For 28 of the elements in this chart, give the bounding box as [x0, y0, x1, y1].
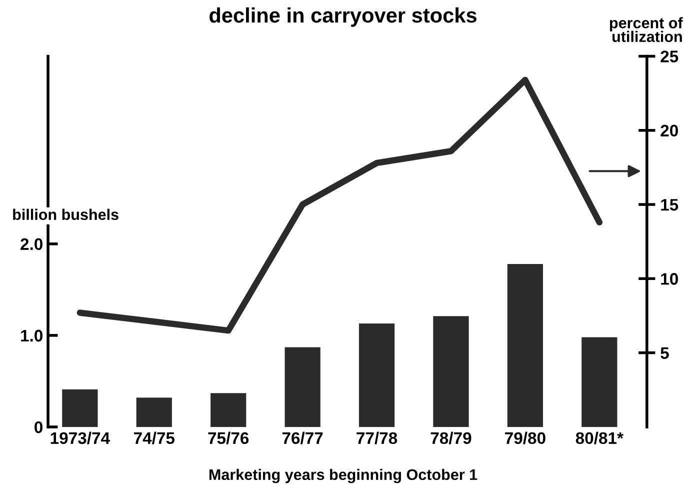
y-axis-title: billion bushels — [13, 208, 118, 220]
bar — [582, 337, 618, 427]
x-tick-label: 80/81* — [576, 432, 624, 444]
y-tick-label: 0 — [34, 421, 42, 434]
y2-tick-label: 25 — [660, 50, 678, 62]
x-tick-label: 79/80 — [505, 432, 546, 444]
bar — [433, 316, 469, 427]
bar — [358, 324, 395, 427]
x-tick-label: 76/77 — [282, 432, 323, 444]
y2-tick-label: 5 — [660, 347, 669, 359]
bar — [507, 264, 544, 427]
x-tick-label: 1973/74 — [50, 432, 110, 444]
y2-tick-label: 20 — [660, 124, 678, 137]
x-tick-label: 74/75 — [134, 432, 175, 444]
y2-tick-label: 15 — [661, 199, 678, 211]
bar — [284, 347, 320, 427]
x-tick-label: 75/76 — [208, 432, 249, 444]
chart-title: decline in carryover stocks — [210, 7, 476, 27]
y2-axis-title: percent of utilization — [610, 17, 683, 42]
x-tick-label: 78/79 — [430, 432, 472, 444]
bar — [62, 389, 98, 427]
x-tick-label: 77/78 — [356, 432, 398, 444]
bar — [210, 393, 246, 427]
y-tick-label: 2.0 — [20, 238, 42, 250]
x-axis-title: Marketing years beginning October 1 — [209, 468, 478, 484]
y-tick-label: 1.0 — [21, 330, 42, 342]
y2-tick-label: 10 — [661, 273, 678, 285]
bar — [136, 398, 172, 427]
